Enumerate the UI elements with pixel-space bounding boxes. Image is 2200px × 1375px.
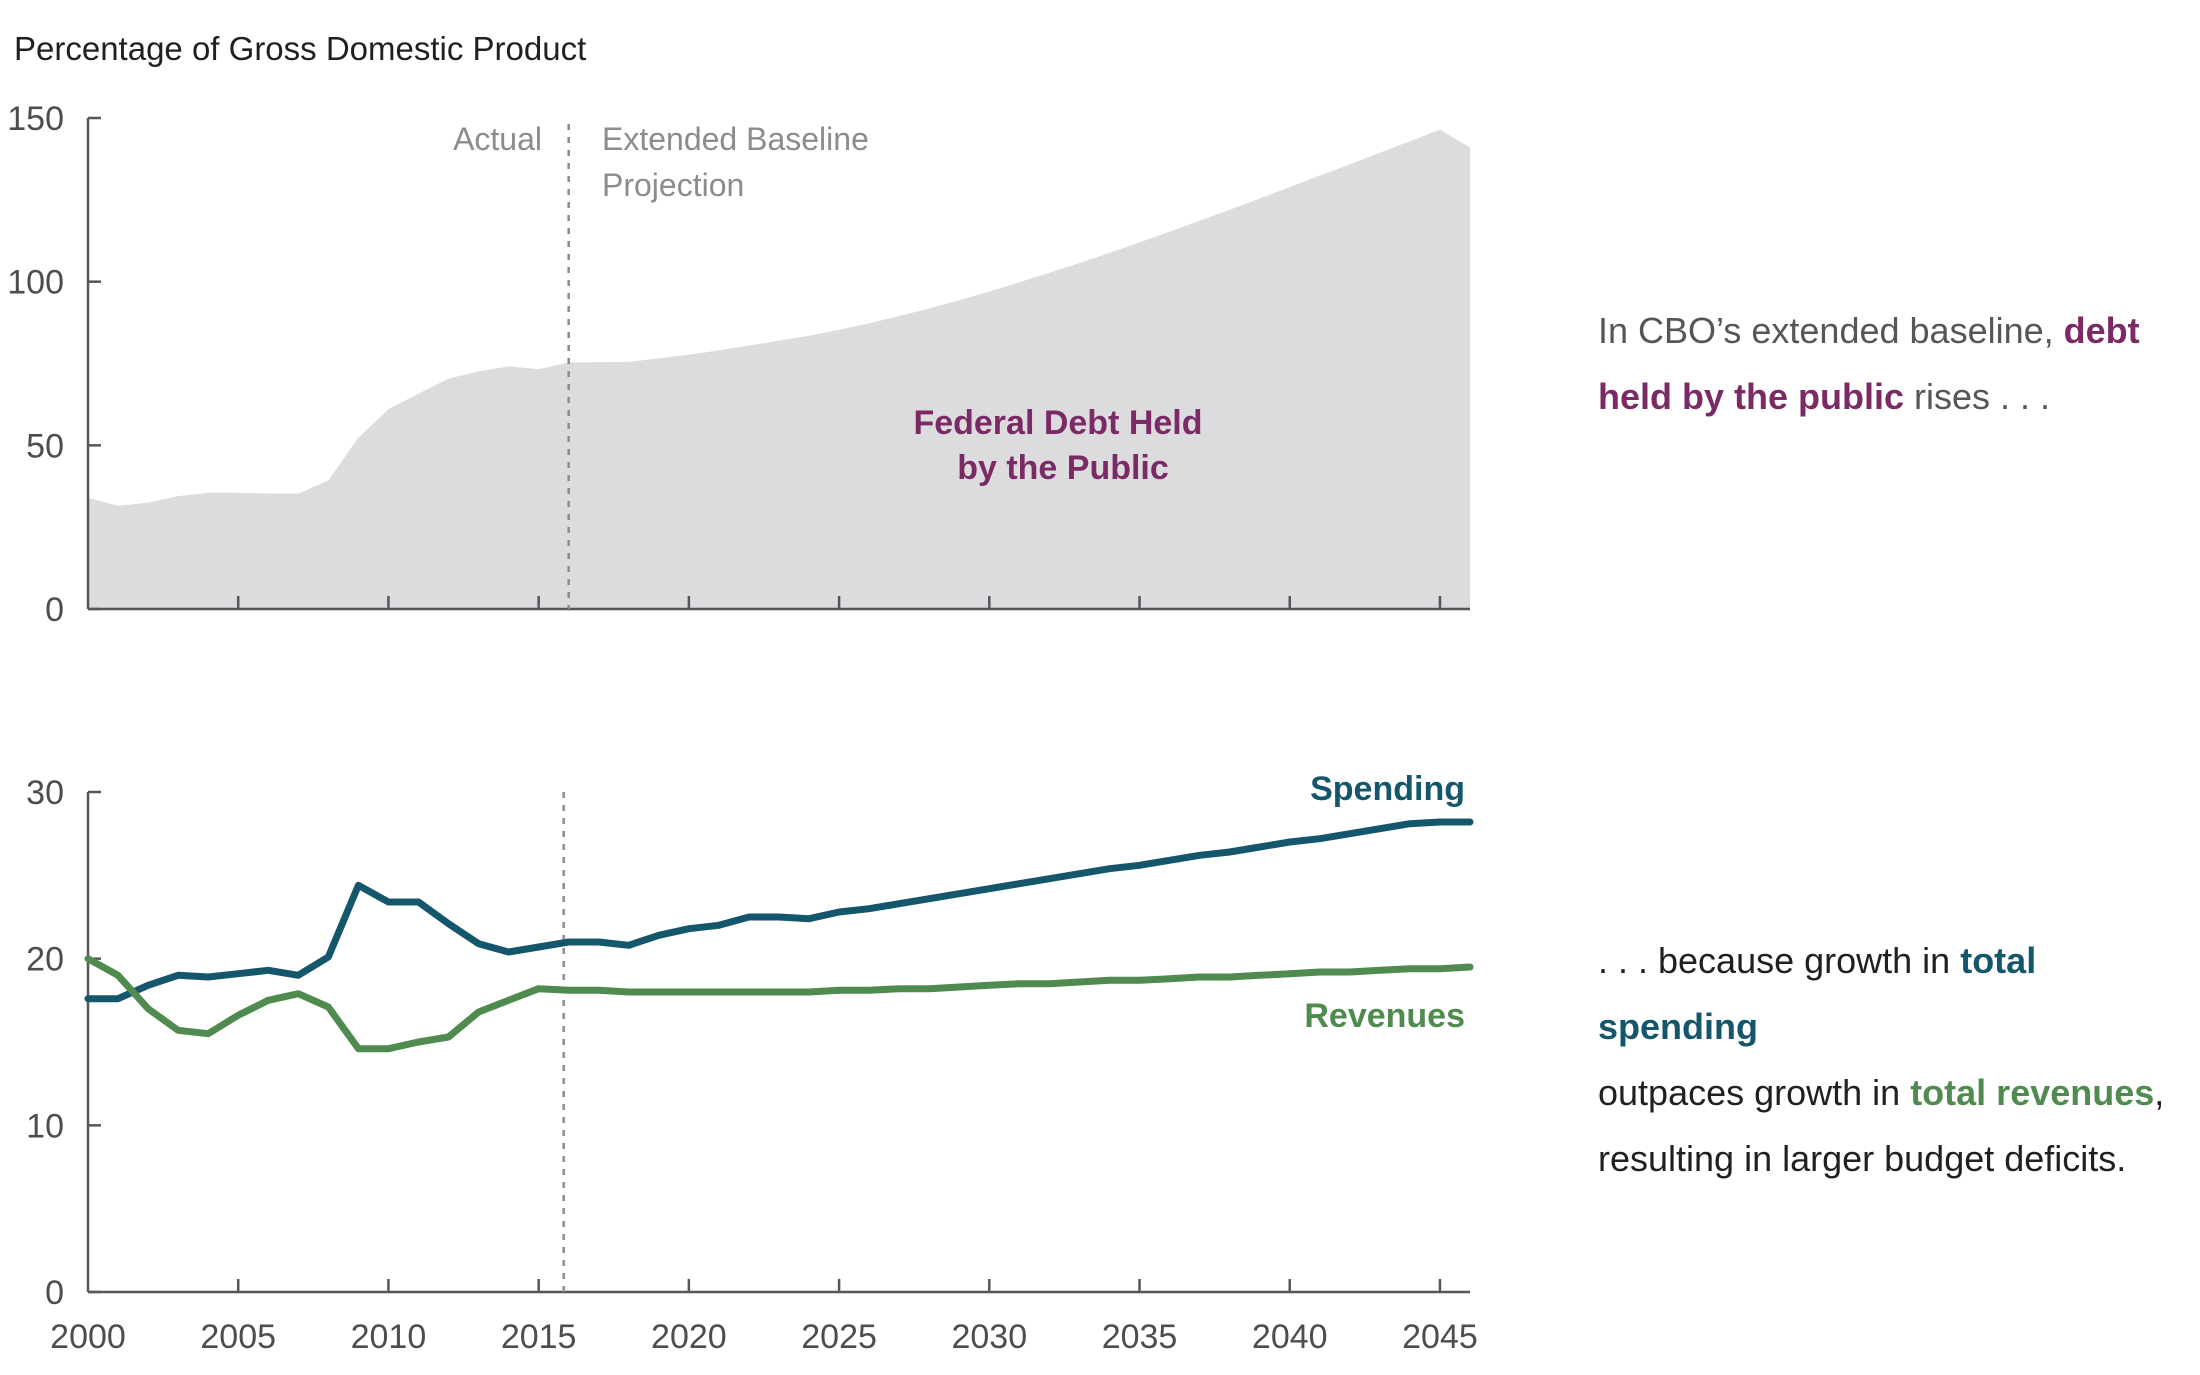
debt-y-tick-label: 150 [7,100,64,138]
debt-y-tick-label: 0 [45,591,64,629]
debt-annotation-bold-1: debt [2063,310,2140,351]
actual-label: Actual [453,121,542,157]
x-tick-label: 2025 [801,1318,877,1356]
deficit-annotation-text-2: outpaces growth in [1598,1072,1911,1113]
projection-label-line2: Projection [602,167,744,203]
x-tick-label: 2015 [501,1318,577,1356]
x-tick-label: 2030 [951,1318,1027,1356]
x-tick-label: 2040 [1252,1318,1328,1356]
deficit-annotation-text-4: resulting in larger budget deficits. [1598,1138,2127,1179]
debt-annotation: In CBO’s extended baseline, debt held by… [1598,298,2178,430]
deficit-annotation-text-3: , [2154,1072,2165,1113]
deficit-annotation: . . . because growth in total spending o… [1598,928,2198,1192]
spending-line [84,818,1474,1003]
debt-chart: Percentage of Gross Domestic Product 0 50… [7,30,1470,629]
debt-y-tick-label: 100 [7,264,64,302]
x-tick-label: 2005 [200,1318,276,1356]
projection-label-line1: Extended Baseline [602,121,869,157]
debt-x-ticks [236,596,1442,609]
x-tick-label: 2045 [1402,1318,1478,1356]
x-tick-label: 2020 [651,1318,727,1356]
debt-y-tick-label: 50 [26,427,64,465]
x-tick-label: 2000 [50,1318,126,1356]
bottom-y-tick-label: 20 [26,941,64,979]
x-tick-label: 2035 [1102,1318,1178,1356]
bottom-y-tick-label: 10 [26,1107,64,1145]
debt-annotation-text-2: rises . . . [1904,376,2051,417]
bottom-y-tick-label: 0 [45,1274,64,1312]
deficit-annotation-text-1: . . . because growth in [1598,940,1961,981]
revenues-line [84,955,1474,1053]
debt-series-label-line2: by the Public [957,449,1169,487]
debt-annotation-text-1: In CBO’s extended baseline, [1598,310,2064,351]
debt-area [88,129,1470,610]
deficit-annotation-bold-1: total spending [1598,940,2037,1047]
spending-label: Spending [1310,770,1465,808]
x-tick-label: 2010 [351,1318,427,1356]
debt-series-label-line1: Federal Debt Held [913,404,1202,442]
deficit-annotation-bold-2: total revenues [1910,1072,2155,1113]
debt-y-ticks: 0 50 100 150 [7,100,101,629]
revenues-label: Revenues [1304,997,1465,1035]
bottom-y-tick-label: 30 [26,774,64,812]
spending-revenue-y-ticks: 0 10 20 30 [26,774,101,1312]
debt-annotation-bold-2: held by the public [1598,376,1905,417]
y-axis-title: Percentage of Gross Domestic Product [14,30,586,67]
spending-revenue-x-ticks: 2000 2005 2010 2015 2020 2025 2030 2035 2040 2045 [50,1279,1478,1356]
